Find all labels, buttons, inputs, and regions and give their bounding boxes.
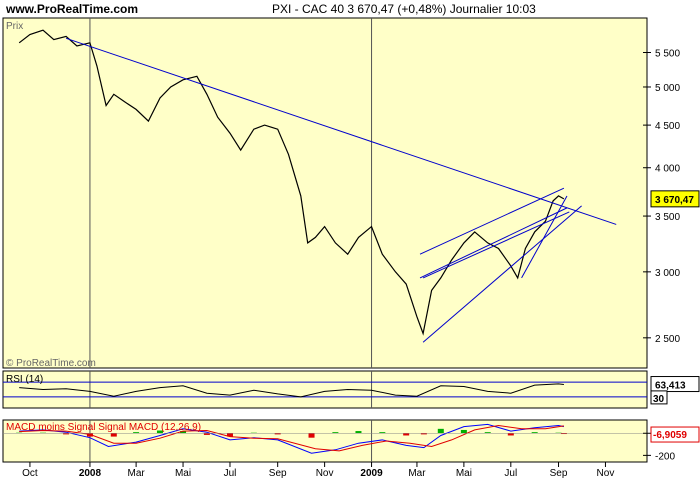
rsi-panel-label: RSI (14) <box>6 374 43 385</box>
x-tick-label: Sep <box>269 468 287 479</box>
macd-hist-bar <box>250 432 257 434</box>
macd-value-tag <box>650 426 700 443</box>
rsi-level-tag <box>650 390 668 405</box>
price-panel-label: Prix <box>6 21 23 32</box>
macd-hist-bar <box>40 432 47 434</box>
site-name[interactable]: www.ProRealTime.com <box>6 2 139 16</box>
macd-line <box>19 423 564 454</box>
x-tick-label: Mar <box>408 468 426 479</box>
y-tick-label: 5 500 <box>655 48 680 59</box>
macd-hist-bar <box>420 433 427 435</box>
trendline-3 <box>419 187 565 255</box>
x-tick-label: Mar <box>127 468 145 479</box>
rsi-line <box>19 383 564 398</box>
x-tick-label: 2008 <box>79 468 102 479</box>
trendline-2 <box>422 205 582 343</box>
y-tick-label: 3 500 <box>655 212 680 223</box>
macd-hist-bar <box>403 433 410 436</box>
macd-hist-bar <box>63 433 70 435</box>
y-tick-label: 3 000 <box>655 268 680 279</box>
chart-header: www.ProRealTime.com PXI - CAC 40 3 670,4… <box>0 0 700 18</box>
x-tick-label: Mai <box>175 468 191 479</box>
macd-hist-bar <box>460 429 467 434</box>
rsi-level-label: 30 <box>653 394 665 405</box>
price-series-line <box>18 29 565 336</box>
trendline-5 <box>422 211 570 279</box>
macd-hist-bar <box>16 432 23 434</box>
macd-y-tick-label: -200 <box>655 451 675 462</box>
rsi-value-label: 63,413 <box>655 381 686 392</box>
y-tick-label: 4 000 <box>655 164 680 175</box>
macd-hist-bar <box>560 433 567 435</box>
x-tick-label: Nov <box>316 468 334 479</box>
price-panel <box>2 17 648 369</box>
rsi-panel <box>2 370 648 409</box>
macd-hist-bar <box>484 432 491 434</box>
macd-hist-bar <box>332 432 339 434</box>
signal-line <box>19 424 564 452</box>
y-tick-label: 5 000 <box>655 83 680 94</box>
macd-hist-bar <box>274 433 281 435</box>
macd-hist-bar <box>180 431 187 434</box>
rsi-value-tag <box>650 376 700 393</box>
macd-hist-bar <box>110 433 117 437</box>
macd-hist-bar <box>531 432 538 434</box>
macd-hist-bar <box>555 432 562 434</box>
trendline-4 <box>419 207 568 279</box>
watermark: © ProRealTime.com <box>6 358 96 369</box>
macd-hist-bar <box>308 433 315 438</box>
x-tick-label: Nov <box>597 468 615 479</box>
macd-hist-bar <box>156 430 163 434</box>
x-tick-label: Sep <box>550 468 568 479</box>
y-tick-label: 4 500 <box>655 121 680 132</box>
x-tick-label: 2009 <box>360 468 383 479</box>
x-tick-label: Mai <box>456 468 472 479</box>
chart-title: PXI - CAC 40 3 670,47 (+0,48%) Journalie… <box>272 2 536 16</box>
x-tick-label: Jul <box>224 468 237 479</box>
macd-panel-label: MACD moins Signal Signal MACD (12,26,9) <box>6 422 201 433</box>
y-tick-label: 2 500 <box>655 334 680 345</box>
macd-hist-bar <box>203 433 210 435</box>
x-tick-label: Jul <box>504 468 517 479</box>
x-tick-label: Oct <box>22 468 38 479</box>
last-value-label: 3 670,47 <box>655 195 694 206</box>
macd-hist-bar <box>226 433 233 437</box>
macd-value-label: -6,9059 <box>653 430 687 441</box>
macd-hist-bar <box>507 433 514 436</box>
last-value-tag <box>650 190 700 208</box>
macd-hist-bar <box>379 432 386 434</box>
macd-hist-bar <box>355 431 362 434</box>
macd-hist-bar <box>133 432 140 434</box>
trendline-6 <box>521 195 568 279</box>
trendline-1 <box>65 37 617 225</box>
macd-hist-bar <box>437 428 444 434</box>
